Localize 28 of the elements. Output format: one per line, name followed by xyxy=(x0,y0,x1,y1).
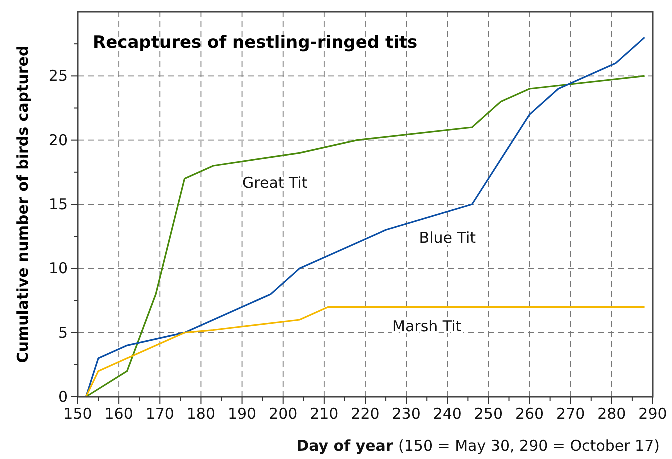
series-label: Marsh Tit xyxy=(392,318,462,336)
x-tick-label: 160 xyxy=(104,405,134,423)
x-tick-label: 190 xyxy=(228,405,257,423)
y-tick-label: 25 xyxy=(48,67,68,86)
y-axis-title: Cumulative number of birds captured xyxy=(14,46,32,364)
x-tick-label: 230 xyxy=(392,405,421,423)
x-tick-label: 180 xyxy=(186,405,216,423)
text: Recaptures of nestling-ringed tits xyxy=(93,33,418,53)
line-series xyxy=(85,306,646,398)
x-axis-title: Day of year (150 = May 30, 290 = October 17) xyxy=(296,437,660,455)
x-tick-label: 150 xyxy=(64,405,92,423)
x-tick-label: 250 xyxy=(474,405,504,423)
series-label: Great Tit xyxy=(242,174,308,192)
series-label: Blue Tit xyxy=(419,229,476,247)
y-tick-label: 0 xyxy=(58,388,68,406)
x-tick-label: 240 xyxy=(433,405,462,423)
y-tick-label: 10 xyxy=(48,260,68,278)
x-tick-label: 210 xyxy=(310,405,339,423)
y-tick-label: 20 xyxy=(48,131,68,150)
x-tick-label: 200 xyxy=(269,405,298,423)
y-tick-label: 5 xyxy=(58,324,68,342)
x-tick-label: 260 xyxy=(515,405,544,423)
x-tick-label: 290 xyxy=(638,405,668,423)
x-tick-label: 280 xyxy=(598,405,626,423)
y-tick-label: 15 xyxy=(48,196,68,214)
x-tick-label: 270 xyxy=(556,405,586,423)
x-tick-label: 170 xyxy=(146,405,174,423)
x-tick-label: 220 xyxy=(351,405,380,423)
